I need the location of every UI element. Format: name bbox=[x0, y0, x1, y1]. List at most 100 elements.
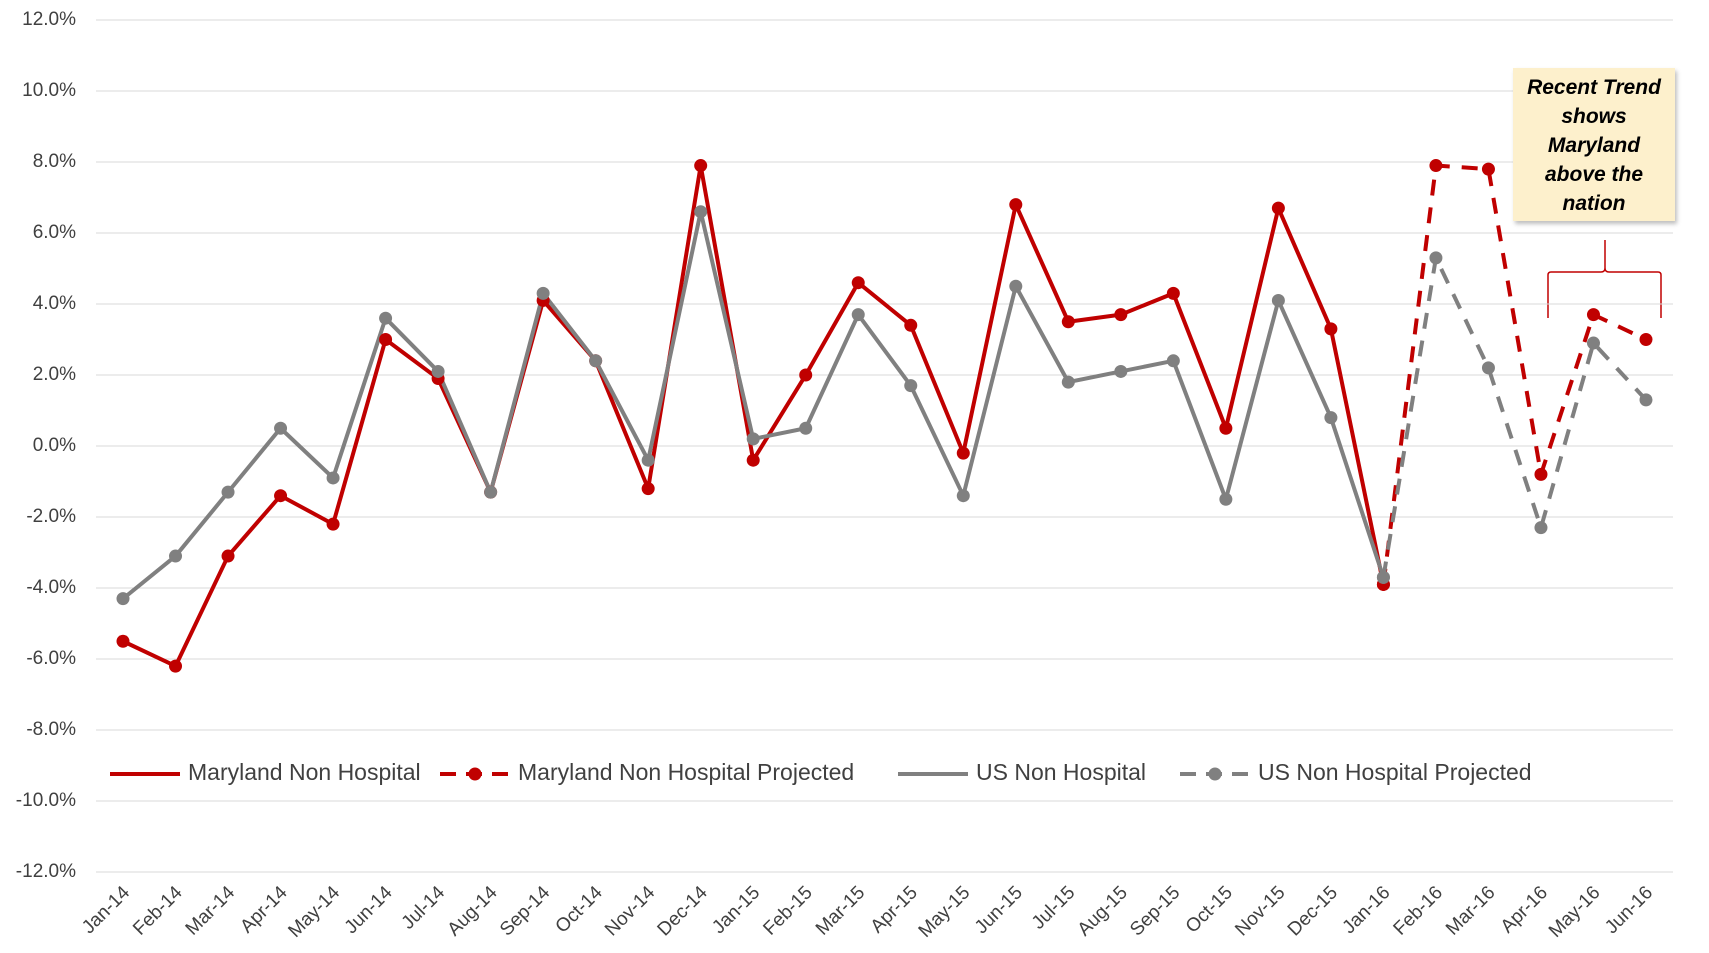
data-point bbox=[1376, 570, 1390, 584]
data-point bbox=[746, 453, 760, 467]
legend-marker bbox=[1208, 767, 1222, 781]
data-point bbox=[1324, 411, 1338, 425]
x-tick-label: Oct-15 bbox=[1182, 882, 1237, 937]
x-tick-label: Nov-14 bbox=[601, 882, 659, 940]
x-tick-label: Jun-16 bbox=[1601, 882, 1657, 938]
data-point bbox=[1061, 315, 1075, 329]
x-tick-label: Jun-14 bbox=[341, 882, 397, 938]
data-point bbox=[1219, 492, 1233, 506]
x-tick-label: Feb-15 bbox=[759, 882, 816, 939]
data-point bbox=[1586, 308, 1600, 322]
data-point bbox=[956, 446, 970, 460]
y-tick-label: -2.0% bbox=[26, 506, 76, 527]
x-tick-label: Jan-16 bbox=[1339, 882, 1395, 938]
data-point bbox=[1166, 354, 1180, 368]
legend-label: Maryland Non Hospital bbox=[188, 759, 421, 785]
data-point bbox=[116, 592, 130, 606]
y-tick-label: 10.0% bbox=[22, 80, 76, 101]
legend-label: US Non Hospital Projected bbox=[1258, 759, 1532, 785]
data-point bbox=[904, 318, 918, 332]
data-point bbox=[799, 421, 813, 435]
data-point bbox=[1009, 198, 1023, 212]
data-point bbox=[641, 453, 655, 467]
x-tick-label: May-15 bbox=[915, 882, 975, 942]
data-point bbox=[274, 421, 288, 435]
y-tick-label: 0.0% bbox=[33, 435, 76, 456]
x-tick-label: Dec-14 bbox=[654, 882, 712, 940]
data-point bbox=[484, 485, 498, 499]
y-tick-label: -8.0% bbox=[26, 719, 76, 740]
data-point bbox=[1481, 162, 1495, 176]
y-tick-label: 6.0% bbox=[33, 222, 76, 243]
data-point bbox=[641, 482, 655, 496]
data-point bbox=[536, 286, 550, 300]
x-tick-label: Sep-14 bbox=[496, 882, 554, 940]
x-tick-label: Feb-14 bbox=[129, 882, 187, 940]
x-tick-label: Mar-16 bbox=[1442, 882, 1499, 939]
data-point bbox=[116, 634, 130, 648]
data-point bbox=[169, 549, 183, 563]
data-point bbox=[799, 368, 813, 382]
data-point bbox=[1114, 308, 1128, 322]
data-point bbox=[274, 489, 288, 503]
data-point bbox=[851, 308, 865, 322]
x-tick-label: Mar-15 bbox=[812, 882, 869, 939]
data-point bbox=[1271, 201, 1285, 215]
x-tick-label: Mar-14 bbox=[182, 882, 240, 940]
x-tick-label: Jan-15 bbox=[708, 882, 764, 938]
data-point bbox=[221, 485, 235, 499]
data-point bbox=[746, 432, 760, 446]
data-point bbox=[1324, 322, 1338, 336]
y-tick-label: -4.0% bbox=[26, 577, 76, 598]
x-tick-label: May-14 bbox=[285, 882, 345, 942]
series-line bbox=[121, 209, 1386, 601]
data-point bbox=[1534, 467, 1548, 481]
data-point bbox=[1219, 421, 1233, 435]
x-tick-label: Dec-15 bbox=[1284, 882, 1342, 940]
x-tick-label: May-16 bbox=[1545, 882, 1605, 942]
x-tick-label: Jul-14 bbox=[398, 882, 450, 934]
legend-label: US Non Hospital bbox=[976, 759, 1146, 785]
data-point bbox=[1061, 375, 1075, 389]
y-tick-label: 4.0% bbox=[33, 293, 76, 314]
x-tick-label: Aug-14 bbox=[444, 882, 502, 940]
data-point bbox=[379, 311, 393, 325]
data-point bbox=[956, 489, 970, 503]
data-point bbox=[431, 364, 445, 378]
data-point bbox=[1586, 336, 1600, 350]
x-tick-label: Nov-15 bbox=[1231, 882, 1289, 940]
data-point bbox=[694, 159, 708, 173]
data-point bbox=[851, 276, 865, 290]
data-point bbox=[1429, 159, 1443, 173]
data-point bbox=[1114, 364, 1128, 378]
data-point bbox=[1009, 279, 1023, 293]
data-point bbox=[694, 205, 708, 219]
x-tick-label: Jun-15 bbox=[971, 882, 1027, 938]
data-point bbox=[1166, 286, 1180, 300]
y-tick-label: 8.0% bbox=[33, 151, 76, 172]
y-tick-label: 12.0% bbox=[22, 9, 76, 30]
data-point bbox=[1481, 361, 1495, 375]
y-tick-label: -12.0% bbox=[16, 861, 76, 882]
data-point bbox=[326, 471, 340, 485]
data-point bbox=[904, 379, 918, 393]
data-point bbox=[379, 333, 393, 346]
data-point bbox=[1534, 521, 1548, 535]
series-line bbox=[1381, 255, 1648, 578]
x-tick-label: Jul-15 bbox=[1028, 882, 1079, 933]
x-tick-label: Sep-15 bbox=[1126, 882, 1184, 940]
data-point bbox=[326, 517, 340, 531]
x-tick-label: Apr-15 bbox=[867, 882, 922, 937]
data-point bbox=[589, 354, 603, 368]
data-point bbox=[1271, 293, 1285, 307]
legend-marker bbox=[468, 767, 482, 781]
x-tick-label: Aug-15 bbox=[1074, 882, 1132, 940]
x-tick-label: Apr-16 bbox=[1497, 882, 1552, 937]
series-line bbox=[1381, 163, 1647, 585]
x-tick-label: Apr-14 bbox=[236, 882, 291, 937]
x-tick-label: Feb-16 bbox=[1390, 882, 1447, 939]
data-point bbox=[1639, 393, 1653, 407]
data-point bbox=[1429, 251, 1443, 265]
